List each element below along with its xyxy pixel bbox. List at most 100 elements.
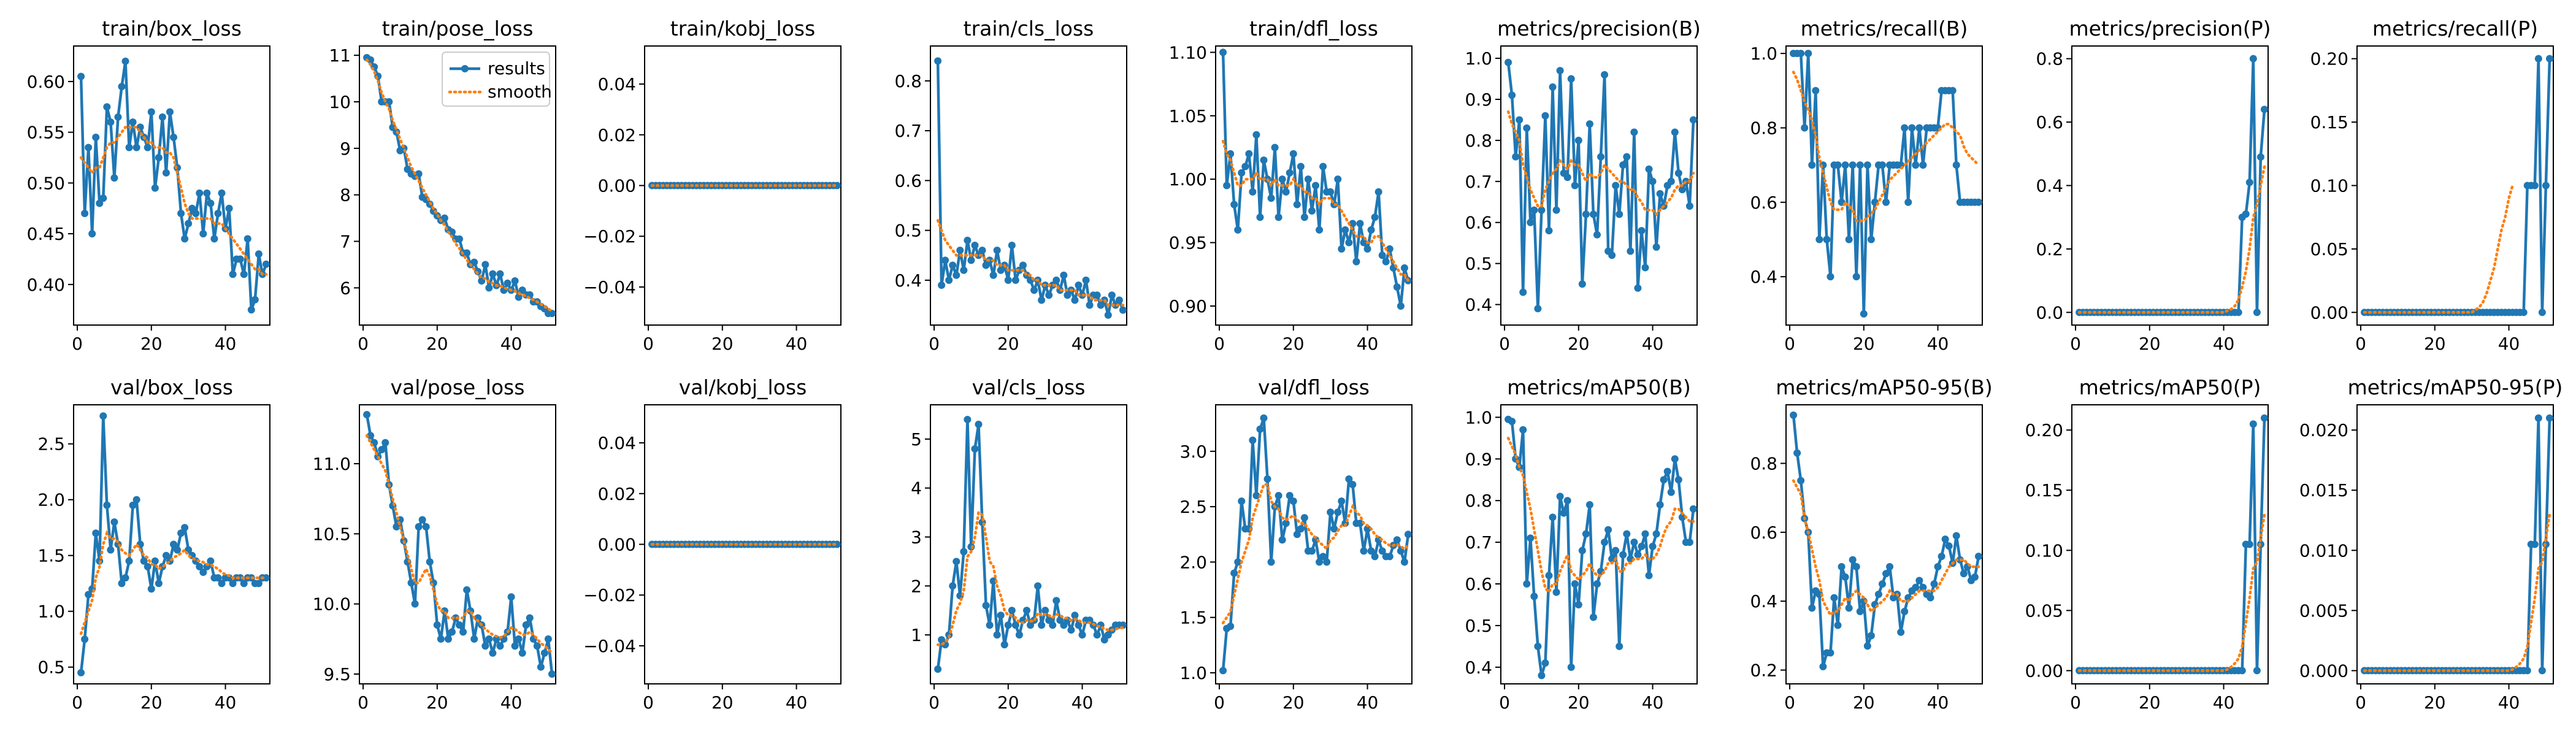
- x-tick-label: 0: [72, 692, 83, 713]
- y-tick-label: 1.5: [1179, 608, 1207, 628]
- results-point: [1641, 264, 1649, 272]
- results-point: [1627, 247, 1635, 255]
- results-point: [1289, 497, 1297, 505]
- series-group: [1790, 50, 1982, 318]
- results-point: [1593, 580, 1601, 588]
- results-point: [1856, 608, 1864, 616]
- y-tick-label: 0.60: [27, 72, 65, 92]
- results-point: [938, 282, 946, 289]
- results-point: [140, 557, 148, 565]
- smooth-line: [2363, 513, 2551, 672]
- results-point: [986, 621, 994, 629]
- results-point: [1038, 621, 1046, 629]
- results-point: [2531, 540, 2539, 548]
- results-point: [949, 582, 957, 590]
- x-tick-label: 20: [1282, 334, 1305, 354]
- results-point: [243, 235, 251, 243]
- results-point: [1952, 532, 1960, 540]
- results-point: [1234, 226, 1242, 234]
- results-point: [147, 585, 155, 593]
- results-point: [1845, 604, 1853, 612]
- results-point: [1812, 86, 1820, 94]
- results-point: [448, 628, 456, 636]
- y-tick-label: 0.2: [2036, 239, 2063, 259]
- y-tick-label: 6: [340, 278, 351, 298]
- x-tick-label: 0: [2070, 692, 2081, 713]
- results-point: [199, 230, 207, 238]
- smooth-line: [1506, 110, 1695, 217]
- results-point: [177, 210, 185, 217]
- results-point: [1608, 555, 1616, 563]
- results-point: [964, 415, 972, 423]
- results-point: [2538, 667, 2546, 675]
- y-tick-label: 0.10: [2310, 176, 2348, 196]
- results-point: [88, 230, 96, 238]
- results-point: [203, 189, 211, 197]
- results-point: [533, 642, 541, 650]
- results-point: [1974, 198, 1982, 206]
- results-point: [1041, 607, 1049, 615]
- results-point: [99, 412, 107, 420]
- results-point: [1667, 177, 1675, 185]
- results-point: [1363, 525, 1371, 533]
- y-tick-label: −0.04: [583, 636, 636, 656]
- results-point: [1790, 411, 1798, 419]
- y-tick-label: 11: [329, 45, 351, 66]
- results-point: [1030, 286, 1038, 294]
- y-tick-label: 0.000: [2299, 661, 2348, 681]
- panel-title: val/kobj_loss: [679, 375, 807, 399]
- y-tick-label: 0.8: [894, 71, 922, 91]
- axes-frame: [930, 45, 1127, 326]
- results-point: [993, 247, 1001, 255]
- y-tick-label: 0.90: [1169, 296, 1207, 316]
- legend-results-label: results: [488, 58, 545, 79]
- series-group: [2361, 55, 2553, 316]
- results-point: [1649, 542, 1657, 550]
- results-point: [1671, 128, 1679, 136]
- results-line: [79, 59, 268, 312]
- results-point: [1852, 273, 1860, 281]
- results-point: [1045, 291, 1053, 299]
- results-point: [1863, 642, 1871, 650]
- results-point: [196, 189, 204, 197]
- results-point: [240, 580, 248, 588]
- results-point: [1678, 186, 1686, 194]
- x-tick-label: 40: [1357, 334, 1379, 354]
- results-point: [1104, 311, 1112, 319]
- results-point: [1060, 271, 1068, 279]
- x-tick-label: 40: [1071, 692, 1094, 713]
- results-point: [1075, 621, 1083, 629]
- panel-title: train/dfl_loss: [1249, 17, 1378, 40]
- y-tick-label: 0.8: [2036, 49, 2063, 69]
- results-point: [199, 569, 207, 576]
- results-point: [1845, 236, 1853, 243]
- results-point: [1523, 580, 1531, 588]
- y-tick-label: 0.020: [2299, 420, 2348, 440]
- y-tick-label: 0.6: [1465, 213, 1492, 233]
- results-point: [485, 635, 493, 643]
- results-point: [1971, 573, 1979, 581]
- results-point: [240, 270, 248, 278]
- results-point: [1052, 276, 1060, 284]
- results-point: [496, 642, 504, 650]
- panel-train-pose-loss: train/pose_loss 0 20 40 6 7 8 9 10 11: [329, 17, 556, 354]
- results-point: [1578, 546, 1586, 554]
- results-point: [2256, 153, 2264, 161]
- x-tick-label: 20: [1568, 334, 1590, 354]
- y-tick-label: 1.05: [1169, 106, 1207, 126]
- results-point: [225, 204, 233, 212]
- results-point: [1223, 182, 1231, 190]
- results-point: [1245, 150, 1253, 158]
- smooth-line: [79, 126, 268, 276]
- results-point: [1608, 251, 1616, 259]
- results-point: [1071, 296, 1079, 304]
- results-point: [1219, 667, 1227, 675]
- results-point: [1960, 570, 1968, 578]
- x-tick-label: 20: [997, 334, 1019, 354]
- y-tick-label: 1.0: [1179, 663, 1207, 683]
- series-group: [648, 540, 841, 548]
- results-point: [415, 523, 423, 531]
- results-point: [956, 247, 964, 255]
- results-point: [1623, 153, 1631, 161]
- results-point: [1308, 547, 1316, 555]
